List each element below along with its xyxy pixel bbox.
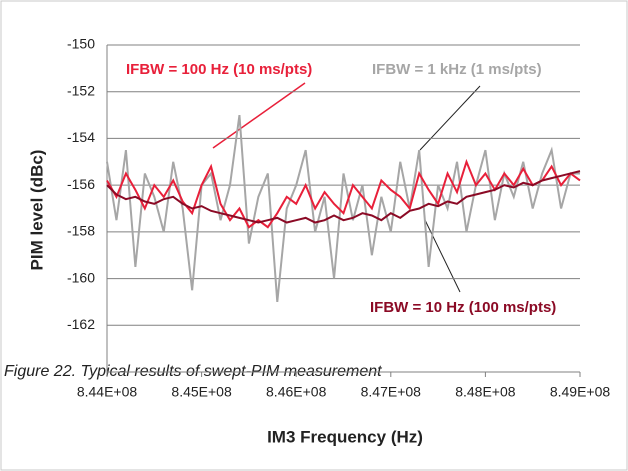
- x-tick-label: 8.46E+08: [266, 384, 327, 400]
- y-tick-label: -158: [67, 223, 95, 239]
- y-tick-label: -160: [67, 269, 95, 285]
- y-tick-label: -156: [67, 176, 95, 192]
- x-tick-label: 8.48E+08: [455, 384, 516, 400]
- annotation: IFBW = 100 Hz (10 ms/pts): [126, 61, 312, 78]
- x-tick-label: 8.47E+08: [361, 384, 422, 400]
- arrow: [212, 82, 306, 149]
- arrow: [419, 85, 481, 151]
- y-tick-label: -152: [67, 82, 95, 98]
- x-tick-label: 8.45E+08: [171, 384, 232, 400]
- x-tick-label: 8.49E+08: [550, 384, 611, 400]
- annotation: IFBW = 10 Hz (100 ms/pts): [370, 299, 556, 316]
- x-axis-label: IM3 Frequency (Hz): [267, 427, 423, 446]
- x-tick-label: 8.44E+08: [77, 384, 138, 400]
- series-line: [106, 114, 580, 303]
- series-line: [106, 170, 581, 224]
- y-tick-label: -154: [67, 129, 95, 145]
- y-tick-label: -150: [67, 36, 95, 52]
- y-axis-label: PIM level (dBc): [27, 150, 46, 271]
- y-tick-label: -162: [67, 316, 95, 332]
- annotation: IFBW = 1 kHz (1 ms/pts): [372, 61, 542, 78]
